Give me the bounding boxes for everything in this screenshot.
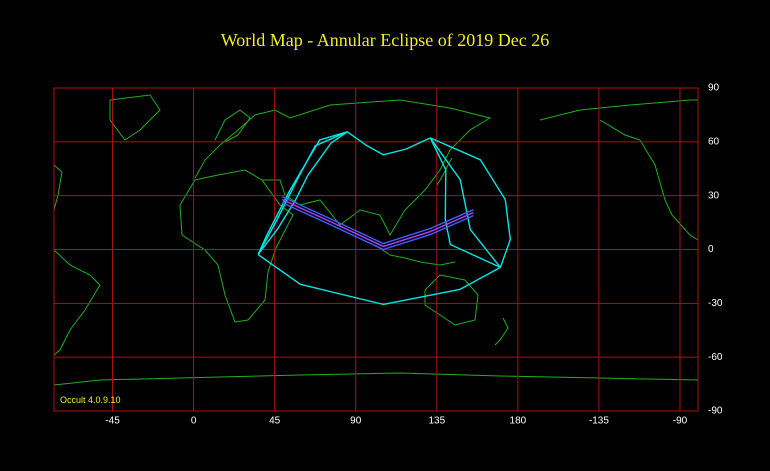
y-tick-label: -60 <box>708 352 723 363</box>
y-tick-label: 60 <box>708 136 720 147</box>
eclipse-path-line <box>430 137 511 268</box>
x-tick-label: 90 <box>350 416 362 427</box>
x-tick-label: 180 <box>510 416 527 427</box>
north-america-west <box>599 119 699 241</box>
antarctica <box>53 372 699 386</box>
australia <box>424 274 479 326</box>
new-zealand <box>494 317 509 346</box>
x-tick-label: 0 <box>191 416 197 427</box>
eclipse-path-line <box>257 131 348 255</box>
north-america-east <box>53 164 63 211</box>
software-label: Occult 4.0.9.10 <box>60 395 121 405</box>
eclipse-path-line <box>281 198 474 248</box>
eclipse-path-line <box>281 196 474 245</box>
south-america <box>53 249 101 356</box>
y-tick-label: 0 <box>708 244 714 255</box>
x-tick-label: -45 <box>105 416 120 427</box>
chart-title: World Map - Annular Eclipse of 2019 Dec … <box>221 30 549 50</box>
africa <box>179 169 294 323</box>
scandinavia <box>214 109 251 143</box>
x-tick-label: 135 <box>428 416 445 427</box>
coastlines <box>53 94 699 386</box>
x-tick-label: -90 <box>673 416 688 427</box>
eclipse-path-line <box>429 137 501 269</box>
y-tick-label: -90 <box>708 406 723 417</box>
eclipse-path-line <box>281 202 474 251</box>
eclipse-path-line <box>257 131 348 255</box>
north-america <box>539 99 698 121</box>
x-tick-label: 45 <box>269 416 281 427</box>
indonesia <box>374 244 456 266</box>
y-tick-label: -30 <box>708 298 723 309</box>
y-tick-label: 30 <box>708 190 720 201</box>
europe-asia <box>194 99 492 237</box>
eclipse-path-line <box>429 137 501 268</box>
y-tick-label: 90 <box>708 83 720 94</box>
greenland <box>109 94 161 141</box>
x-tick-label: -135 <box>589 416 609 427</box>
eclipse-path-line <box>257 131 348 255</box>
eclipse-path-line <box>346 131 431 156</box>
eclipse-paths <box>257 131 511 306</box>
map-frame <box>53 87 699 412</box>
grid <box>53 87 699 412</box>
eclipse-path-line <box>257 253 501 306</box>
